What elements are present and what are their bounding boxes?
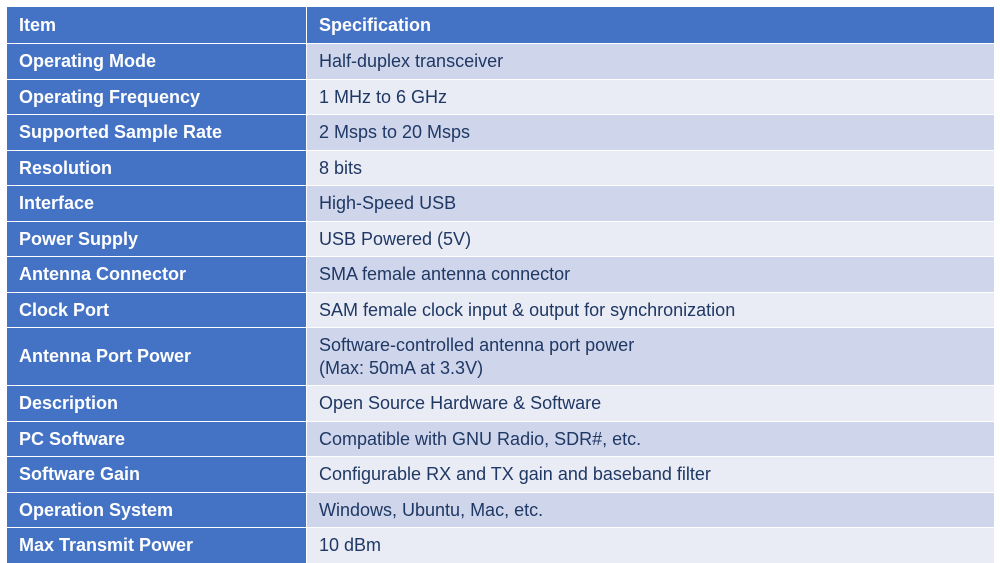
cell-spec: USB Powered (5V) xyxy=(307,221,995,257)
table-row: Description Open Source Hardware & Softw… xyxy=(7,386,995,422)
col-header-item: Item xyxy=(7,7,307,44)
table-row: Operating Frequency 1 MHz to 6 GHz xyxy=(7,79,995,115)
cell-item: Max Transmit Power xyxy=(7,528,307,563)
cell-item: Description xyxy=(7,386,307,422)
cell-item: Power Supply xyxy=(7,221,307,257)
cell-spec: SAM female clock input & output for sync… xyxy=(307,292,995,328)
cell-spec: 8 bits xyxy=(307,150,995,186)
table-row: Supported Sample Rate 2 Msps to 20 Msps xyxy=(7,115,995,151)
cell-spec: Windows, Ubuntu, Mac, etc. xyxy=(307,492,995,528)
cell-item: Clock Port xyxy=(7,292,307,328)
cell-spec: Half-duplex transceiver xyxy=(307,44,995,80)
col-header-spec: Specification xyxy=(307,7,995,44)
cell-item: Operating Mode xyxy=(7,44,307,80)
cell-item: PC Software xyxy=(7,421,307,457)
table-row: Operation System Windows, Ubuntu, Mac, e… xyxy=(7,492,995,528)
cell-item: Interface xyxy=(7,186,307,222)
table-row: Software Gain Configurable RX and TX gai… xyxy=(7,457,995,493)
cell-spec: Configurable RX and TX gain and baseband… xyxy=(307,457,995,493)
spec-table-body: Operating Mode Half-duplex transceiver O… xyxy=(7,44,995,563)
cell-spec: Open Source Hardware & Software xyxy=(307,386,995,422)
cell-item: Operating Frequency xyxy=(7,79,307,115)
cell-spec: 1 MHz to 6 GHz xyxy=(307,79,995,115)
table-row: Resolution 8 bits xyxy=(7,150,995,186)
spec-table: Item Specification Operating Mode Half-d… xyxy=(6,6,995,563)
table-row: Operating Mode Half-duplex transceiver xyxy=(7,44,995,80)
cell-spec: SMA female antenna connector xyxy=(307,257,995,293)
table-row: Interface High-Speed USB xyxy=(7,186,995,222)
table-row: Clock Port SAM female clock input & outp… xyxy=(7,292,995,328)
cell-item: Supported Sample Rate xyxy=(7,115,307,151)
table-row: PC Software Compatible with GNU Radio, S… xyxy=(7,421,995,457)
table-header-row: Item Specification xyxy=(7,7,995,44)
cell-spec: 2 Msps to 20 Msps xyxy=(307,115,995,151)
table-row: Antenna Connector SMA female antenna con… xyxy=(7,257,995,293)
page-wrap: Item Specification Operating Mode Half-d… xyxy=(0,0,1000,563)
cell-spec: Compatible with GNU Radio, SDR#, etc. xyxy=(307,421,995,457)
cell-item: Antenna Port Power xyxy=(7,328,307,386)
table-row: Antenna Port Power Software-controlled a… xyxy=(7,328,995,386)
cell-item: Software Gain xyxy=(7,457,307,493)
cell-spec: 10 dBm xyxy=(307,528,995,563)
cell-spec: Software-controlled antenna port power (… xyxy=(307,328,995,386)
cell-item: Operation System xyxy=(7,492,307,528)
table-row: Power Supply USB Powered (5V) xyxy=(7,221,995,257)
cell-item: Resolution xyxy=(7,150,307,186)
cell-spec: High-Speed USB xyxy=(307,186,995,222)
cell-item: Antenna Connector xyxy=(7,257,307,293)
table-row: Max Transmit Power 10 dBm xyxy=(7,528,995,563)
